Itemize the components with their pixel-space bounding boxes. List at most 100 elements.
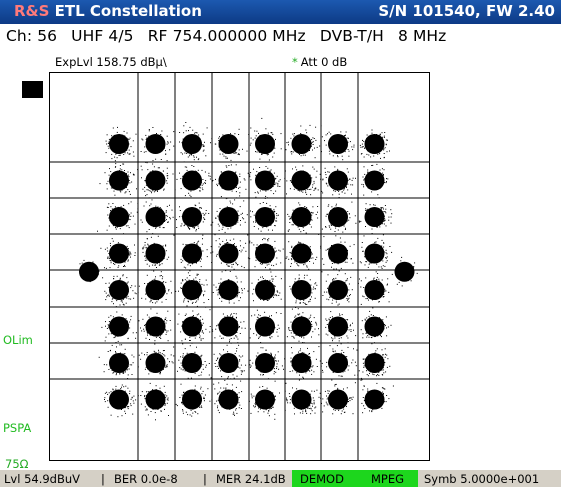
noise-sample — [306, 216, 308, 218]
noise-sample — [298, 332, 300, 334]
noise-sample — [182, 412, 184, 414]
constellation-point — [104, 385, 137, 418]
noise-sample — [214, 234, 216, 236]
noise-sample — [193, 181, 195, 183]
noise-sample — [240, 297, 241, 299]
noise-sample — [166, 167, 168, 169]
noise-sample — [152, 127, 154, 128]
constellation-point — [211, 164, 245, 201]
noise-sample — [215, 178, 216, 180]
constellation-point — [245, 166, 286, 199]
noise-sample — [182, 288, 184, 290]
noise-sample — [316, 284, 318, 286]
ber-readout: BER 0.0e-8 — [114, 472, 178, 486]
status-separator-2: | — [203, 472, 207, 486]
noise-sample — [133, 155, 135, 157]
noise-sample — [155, 419, 156, 421]
noise-sample — [170, 329, 172, 331]
noise-sample — [190, 353, 192, 354]
noise-sample — [275, 251, 276, 253]
constellation-point — [137, 382, 169, 416]
noise-sample — [368, 140, 370, 142]
constellation-point — [176, 202, 210, 236]
constellation-point — [131, 160, 174, 197]
noise-sample — [118, 177, 120, 179]
constellation-point — [286, 312, 318, 344]
noise-sample — [249, 176, 251, 178]
constellation-point — [132, 129, 175, 160]
noise-sample — [287, 230, 289, 232]
noise-sample — [110, 333, 112, 335]
constellation-point — [287, 125, 318, 159]
noise-sample — [110, 414, 112, 416]
constellation-point — [391, 256, 418, 287]
channel-number: Ch: 56 — [6, 27, 58, 45]
constellation-point — [322, 268, 353, 306]
brand-label: R&S — [14, 2, 50, 20]
noise-sample — [148, 140, 150, 141]
noise-sample — [104, 340, 106, 342]
noise-sample — [321, 362, 323, 364]
noise-sample — [116, 370, 118, 372]
noise-sample — [365, 277, 367, 279]
noise-sample — [382, 234, 384, 236]
bandwidth-label: 8 MHz — [397, 27, 447, 45]
constellation-point — [320, 235, 355, 272]
noise-sample — [265, 195, 267, 197]
noise-sample — [274, 240, 276, 242]
noise-sample — [291, 245, 293, 247]
noise-sample — [184, 348, 186, 350]
noise-sample — [245, 242, 247, 244]
noise-sample — [140, 165, 142, 167]
constellation-point — [249, 237, 284, 273]
noise-sample — [220, 161, 222, 163]
noise-sample — [371, 132, 373, 134]
noise-sample — [263, 374, 264, 375]
noise-sample — [360, 379, 362, 381]
noise-sample — [369, 410, 370, 412]
noise-sample — [212, 221, 214, 223]
constellation-point — [316, 383, 354, 415]
noise-sample — [244, 179, 246, 181]
noise-sample — [275, 263, 277, 265]
noise-sample — [348, 401, 349, 402]
noise-sample — [265, 370, 267, 372]
noise-sample — [237, 342, 239, 344]
noise-sample — [311, 142, 312, 144]
constellation-point — [209, 313, 245, 349]
noise-sample — [134, 292, 136, 294]
constellation-point — [357, 163, 389, 196]
noise-sample — [128, 203, 130, 205]
noise-sample — [255, 257, 257, 259]
standard-label: DVB-T/H — [319, 27, 384, 45]
noise-sample — [210, 377, 212, 379]
noise-sample — [331, 219, 333, 221]
noise-sample — [227, 242, 229, 244]
noise-sample — [155, 151, 156, 153]
constellation-point — [316, 166, 356, 196]
constellation-point — [246, 117, 287, 161]
noise-sample — [272, 280, 274, 282]
noise-sample — [242, 148, 243, 150]
constellation-point — [359, 129, 390, 159]
noise-sample — [255, 221, 256, 223]
pspa-indicator: PSPA — [3, 421, 32, 435]
noise-sample — [161, 325, 163, 327]
noise-sample — [180, 383, 182, 385]
noise-sample — [250, 172, 252, 174]
noise-sample — [302, 403, 304, 405]
noise-sample — [209, 309, 211, 311]
constellation-point — [289, 274, 317, 310]
noise-sample — [208, 374, 210, 376]
noise-sample — [311, 366, 313, 368]
constellation-point — [97, 203, 139, 232]
noise-sample — [124, 348, 126, 350]
noise-sample — [112, 388, 114, 390]
constellation-point — [101, 304, 137, 346]
noise-sample — [164, 402, 166, 404]
noise-sample — [169, 204, 170, 206]
noise-sample — [122, 373, 124, 374]
noise-sample — [275, 182, 277, 184]
noise-sample — [352, 262, 354, 264]
noise-sample — [285, 382, 287, 384]
